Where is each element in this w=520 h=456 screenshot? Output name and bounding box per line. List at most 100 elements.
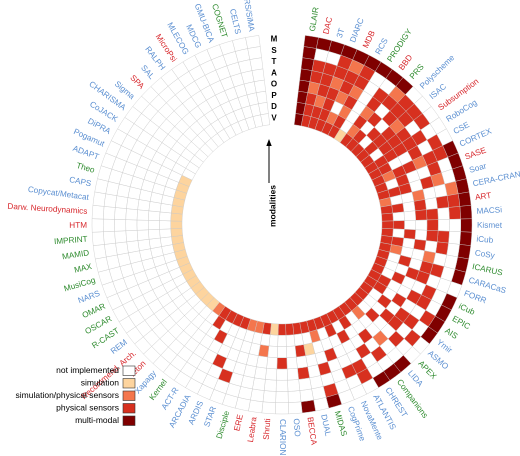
- legend-swatch: [122, 378, 136, 389]
- heatmap-cell: [115, 241, 129, 256]
- architecture-label: SAL: [139, 63, 156, 81]
- heatmap-cell: [425, 230, 439, 243]
- heatmap-cell: [92, 191, 107, 207]
- heatmap-cell: [297, 366, 310, 380]
- heatmap-cell: [392, 228, 405, 239]
- architecture-label: Leabra: [246, 416, 259, 443]
- architecture-label: iCub: [457, 302, 476, 317]
- modality-letter: D: [271, 102, 277, 111]
- heatmap-cell: [285, 334, 296, 347]
- modality-letter: V: [271, 113, 277, 122]
- heatmap-cell: [446, 193, 461, 208]
- architecture-label: Darw. Neurodynamics: [7, 202, 88, 216]
- heatmap-cell: [391, 203, 405, 214]
- heatmap-cell: [126, 197, 140, 210]
- heatmap-cell: [392, 220, 405, 230]
- heatmap-cell: [288, 401, 303, 415]
- heatmap-cell: [302, 46, 317, 60]
- heatmap-cell: [125, 230, 139, 243]
- architecture-label: ART: [475, 191, 492, 202]
- heatmap-cells: [91, 35, 473, 415]
- architecture-label: BECCA: [305, 416, 318, 446]
- architecture-label: Soar: [468, 161, 487, 174]
- heatmap-cell: [137, 239, 151, 251]
- heatmap-cell: [275, 391, 289, 403]
- architecture-label: 3T: [335, 27, 346, 39]
- heatmap-cell: [298, 377, 312, 391]
- legend-label: physical sensors: [56, 403, 119, 413]
- architecture-label: AIS: [443, 326, 459, 341]
- heatmap-cell: [435, 241, 449, 256]
- architecture-label: MIDAS: [333, 410, 349, 438]
- architecture-label: CAPS: [68, 175, 92, 188]
- heatmap-cell: [262, 390, 277, 403]
- heatmap-cell: [275, 402, 289, 415]
- legend-label: multi-modal: [75, 415, 119, 425]
- heatmap-cell: [286, 356, 298, 370]
- heatmap-cell: [170, 212, 183, 222]
- heatmap-cell: [93, 244, 107, 260]
- heatmap-cell: [294, 344, 306, 358]
- heatmap-cell: [413, 199, 427, 212]
- architecture-label: iCub: [476, 235, 494, 245]
- architecture-label: CLARION: [278, 419, 287, 455]
- heatmap-cell: [250, 388, 265, 402]
- heatmap-cell: [426, 219, 439, 231]
- heatmap-cell: [260, 113, 271, 127]
- heatmap-cell: [277, 323, 287, 336]
- architecture-label: ADAPT: [72, 144, 101, 162]
- architecture-label: CSE: [452, 120, 472, 136]
- heatmap-cell: [448, 206, 461, 220]
- heatmap-cell: [261, 401, 276, 415]
- heatmap-cell: [459, 205, 473, 220]
- modality-letter: O: [271, 80, 277, 89]
- architecture-label: GLAIR: [308, 6, 321, 32]
- heatmap-cell: [296, 355, 308, 369]
- architecture-label: Kismet: [477, 221, 503, 230]
- architecture-label: SASE: [464, 145, 488, 161]
- heatmap-cell: [457, 244, 471, 260]
- modalities-axis-caption: modalities: [267, 185, 277, 227]
- heatmap-cell: [247, 46, 262, 60]
- architecture-label: Disciple: [215, 409, 232, 439]
- heatmap-cell: [249, 57, 264, 71]
- heatmap-cell: [437, 230, 450, 244]
- heatmap-cell: [136, 229, 150, 241]
- architecture-label: DAC: [322, 16, 335, 35]
- heatmap-cell: [265, 367, 278, 381]
- legend-label: simulation: [81, 378, 120, 388]
- architecture-label: HTM: [69, 221, 87, 230]
- heatmap-cell: [159, 211, 172, 222]
- legend-swatch: [122, 415, 136, 426]
- heatmap-cell: [286, 345, 297, 358]
- heatmap-cell: [402, 201, 416, 213]
- heatmap-cell: [91, 218, 104, 233]
- heatmap-cell: [415, 219, 428, 231]
- architecture-label: OSO: [292, 418, 302, 437]
- architecture-label: MDB: [361, 29, 377, 50]
- heatmap-cell: [437, 219, 450, 232]
- architecture-label: DUAL: [319, 414, 333, 438]
- heatmap-cell: [268, 334, 279, 347]
- heatmap-cell: [460, 218, 473, 233]
- heatmap-cell: [404, 220, 416, 230]
- heatmap-cell: [277, 334, 287, 347]
- architecture-label: ICARUS: [471, 262, 504, 278]
- heatmap-cell: [91, 231, 105, 246]
- architecture-label: MAMID: [61, 248, 89, 261]
- heatmap-cell: [275, 379, 289, 392]
- heatmap-cell: [103, 231, 116, 245]
- modality-letter: T: [272, 57, 277, 66]
- legend-swatch: [122, 365, 136, 376]
- heatmap-cell: [266, 356, 278, 370]
- modalities-axis-arrowhead: [266, 139, 272, 146]
- heatmap-cell: [256, 91, 268, 105]
- heatmap-cell: [303, 35, 319, 49]
- heatmap-cell: [276, 368, 288, 381]
- architecture-label: Shruti: [262, 418, 273, 440]
- heatmap-cell: [269, 323, 279, 336]
- heatmap-cell: [414, 209, 428, 221]
